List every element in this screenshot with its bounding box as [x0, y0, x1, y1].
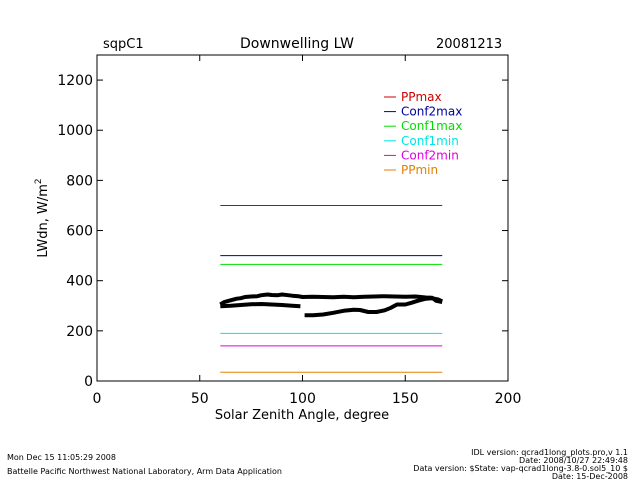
y-tick-label: 1000: [57, 123, 93, 139]
legend-label: PPmax: [401, 90, 442, 104]
x-tick-label: 50: [191, 391, 209, 407]
y-tick-label: 1200: [57, 73, 93, 89]
legend-label: Conf1max: [401, 119, 462, 133]
footer-timestamp: Mon Dec 15 11:05:29 2008: [7, 453, 116, 462]
legend-label: Conf2min: [401, 148, 459, 162]
y-tick-label: 600: [66, 224, 93, 240]
x-tick-label: 0: [93, 391, 102, 407]
y-tick-label: 400: [66, 274, 93, 290]
footer-idl-version: IDL version: qcrad1long_plots.pro,v 1.1: [471, 448, 628, 457]
y-axis-label: LWdn, W/m2: [34, 178, 51, 257]
measurement-series: [219, 292, 444, 318]
y-tick-label: 0: [84, 374, 93, 390]
y-tick-label: 200: [66, 324, 93, 340]
y-axis-label-main: LWdn, W/m: [36, 184, 51, 258]
x-tick-label: 150: [392, 391, 419, 407]
x-axis: 0 50 100 150 200: [93, 55, 522, 407]
y-axis-label-superscript: 2: [34, 178, 44, 184]
legend: PPmaxConf2maxConf1maxConf1minConf2minPPm…: [384, 90, 462, 177]
site-label: sqpC1: [103, 37, 144, 52]
lwdn-series-1: [219, 292, 443, 307]
footer-institution: Battelle Pacific Northwest National Labo…: [7, 467, 282, 476]
x-tick-label: 200: [495, 391, 522, 407]
limit-lines: [220, 204, 443, 373]
chart-title: Downwelling LW: [240, 36, 354, 52]
legend-label: Conf2max: [401, 105, 462, 119]
y-axis: 0 200 400 600 800 1000 1200: [57, 73, 508, 390]
footer-data-date: Date: 15-Dec-2008: [551, 472, 628, 481]
y-tick-label: 800: [66, 173, 93, 189]
x-tick-label: 100: [289, 391, 316, 407]
lwdn-series-2: [220, 302, 301, 309]
lwdn-series-3: [304, 296, 444, 318]
legend-label: Conf1min: [401, 134, 459, 148]
x-axis-label: Solar Zenith Angle, degree: [215, 408, 389, 423]
date-label: 20081213: [436, 37, 503, 52]
legend-label: PPmin: [401, 163, 438, 177]
footer-idl-date: Date: 2008/10/27 22:49:48: [519, 456, 628, 465]
footer-data-version: Data version: $State: vap-qcrad1long-3.8…: [413, 464, 628, 473]
